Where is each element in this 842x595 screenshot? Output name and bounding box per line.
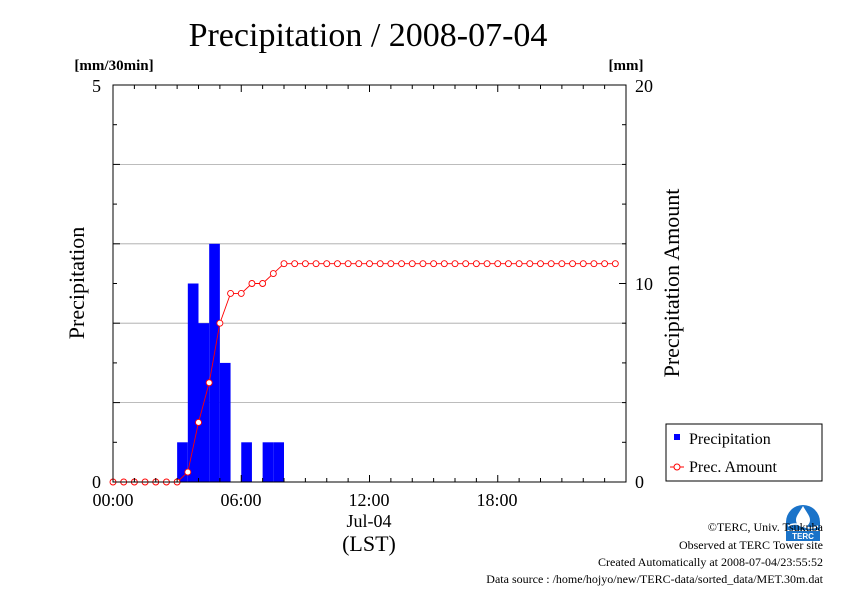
left-tick-label-bottom: 0 <box>92 472 101 492</box>
amount-marker <box>227 289 235 297</box>
right-axis-label: Precipitation Amount <box>659 189 684 378</box>
x-tick-label-1800: 18:00 <box>476 490 517 510</box>
right-axis-unit: [mm] <box>609 58 644 74</box>
amount-marker <box>248 280 256 287</box>
legend-marker <box>673 463 681 471</box>
amount-marker <box>376 260 384 268</box>
amount-marker <box>366 260 373 268</box>
precipitation-bar <box>177 442 188 482</box>
left-tick-label-top: 5 <box>92 76 101 96</box>
legend: Precipitation Prec. Amount <box>665 423 823 482</box>
amount-marker <box>547 260 555 268</box>
amount-marker <box>205 379 213 387</box>
amount-marker <box>237 289 245 297</box>
amount-marker <box>312 260 320 268</box>
footer-source: Data source : /home/hojyo/new/TERC-data/… <box>486 572 823 586</box>
amount-marker <box>184 468 192 476</box>
amount-marker <box>269 270 277 278</box>
amount-marker <box>259 280 267 287</box>
logo-text: TERC <box>792 532 814 541</box>
amount-marker <box>216 319 224 327</box>
amount-marker <box>515 260 523 268</box>
legend-bar-swatch <box>674 434 680 440</box>
amount-marker <box>494 260 502 268</box>
amount-marker <box>419 260 427 268</box>
precipitation-bar <box>262 442 274 482</box>
amount-marker <box>462 260 470 268</box>
amount-marker <box>387 260 395 268</box>
x-tick-label-0000: 00:00 <box>92 490 133 510</box>
amount-marker <box>611 260 619 268</box>
right-tick-label-bottom: 0 <box>635 472 644 492</box>
amount-marker <box>355 260 363 268</box>
footer-created: Created Automatically at 2008-07-04/23:5… <box>598 555 823 569</box>
right-tick-label-top: 20 <box>635 76 653 96</box>
amount-marker <box>323 260 331 268</box>
amount-marker <box>590 260 598 268</box>
legend-label-precipitation: Precipitation <box>689 431 771 448</box>
precipitation-bar <box>241 442 252 482</box>
amount-marker <box>408 260 416 268</box>
x-tick-label-0600: 06:00 <box>220 490 261 510</box>
amount-marker <box>195 419 202 426</box>
legend-label-amount: Prec. Amount <box>689 459 778 476</box>
x-axis-date: Jul-04 <box>347 511 392 531</box>
precipitation-bar <box>209 243 220 482</box>
amount-marker <box>601 260 609 268</box>
x-tick-label-1200: 12:00 <box>348 490 389 510</box>
amount-marker <box>301 260 309 268</box>
precipitation-bar <box>187 283 199 482</box>
amount-marker <box>451 260 459 268</box>
amount-marker <box>579 260 587 268</box>
left-axis-label: Precipitation <box>64 227 89 339</box>
amount-marker <box>430 260 438 268</box>
precipitation-bar <box>219 362 231 482</box>
amount-marker <box>526 260 534 268</box>
footer-copyright: ©TERC, Univ. Tsukuba <box>707 520 823 534</box>
footer-observed: Observed at TERC Tower site <box>678 538 823 552</box>
amount-marker <box>504 260 512 268</box>
amount-marker <box>440 260 448 268</box>
right-tick-label-mid: 10 <box>635 274 653 294</box>
legend-box <box>665 423 823 482</box>
left-axis-unit: [mm/30min] <box>74 58 153 74</box>
amount-marker <box>398 260 406 268</box>
amount-marker <box>291 260 299 268</box>
amount-marker <box>569 260 577 268</box>
chart-title: Precipitation / 2008-07-04 <box>189 17 548 54</box>
x-axis-timezone: (LST) <box>342 531 396 556</box>
amount-marker <box>344 260 352 268</box>
amount-marker <box>280 260 288 268</box>
axis-ticks <box>112 84 627 483</box>
precipitation-bar <box>273 442 284 482</box>
terc-logo: TERC <box>783 502 823 542</box>
amount-marker <box>483 260 491 268</box>
amount-marker <box>333 260 341 268</box>
amount-marker <box>537 260 544 268</box>
amount-marker <box>558 260 566 268</box>
amount-marker <box>472 260 480 268</box>
